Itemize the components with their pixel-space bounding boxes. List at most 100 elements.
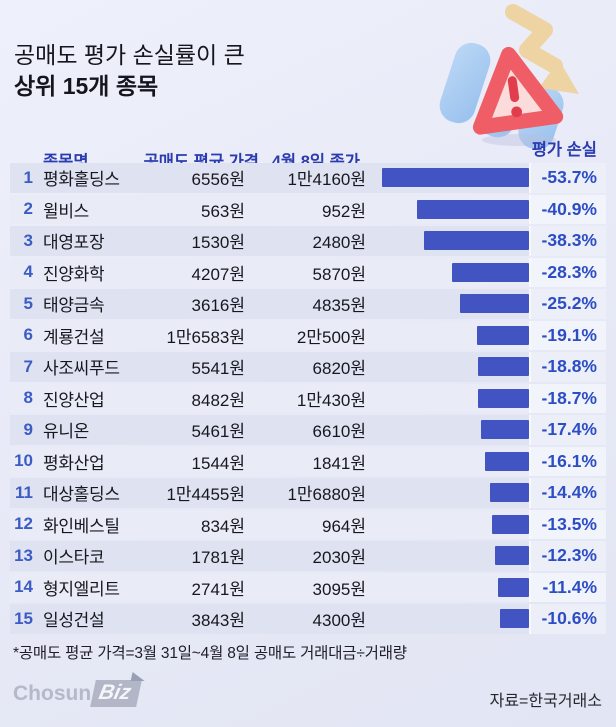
loss-bar — [492, 514, 529, 534]
loss-pct-cell: -13.5% — [529, 509, 606, 539]
avg-price-cell: 1781원 — [191, 548, 245, 568]
stock-name-cell: 평화산업 — [43, 453, 105, 473]
loss-bar — [481, 420, 529, 440]
table-row: 12 화인베스틸 834원 964원 -13.5% — [10, 509, 606, 540]
loss-pct-cell: -19.1% — [529, 320, 606, 350]
title-line-1: 공매도 평가 손실률이 큰 — [14, 42, 245, 68]
loss-bar-cell — [366, 573, 529, 603]
loss-bar-cell — [366, 226, 529, 256]
rank-cell: 5 — [23, 293, 33, 313]
table-body: 1 평화홀딩스 6556원 1만4160원 -53.7% 2 윌비스 563원 … — [10, 163, 606, 634]
avg-price-cell: 5541원 — [191, 359, 245, 379]
stock-name-cell: 유니온 — [43, 422, 90, 442]
rank-cell: 3 — [23, 230, 33, 250]
table-row: 7 사조씨푸드 5541원 6820원 -18.8% — [10, 352, 606, 382]
stock-name-cell: 계룡건설 — [43, 327, 105, 347]
avg-price-cell: 2741원 — [191, 579, 245, 599]
rank-cell: 9 — [23, 419, 33, 439]
loss-pct-cell: -38.3% — [529, 226, 606, 256]
rank-cell: 2 — [23, 199, 33, 219]
loss-bar-cell — [366, 604, 529, 634]
table-row: 8 진양산업 8482원 1만430원 -18.7% — [10, 383, 606, 414]
loss-bar — [451, 262, 529, 282]
loss-bar — [382, 168, 529, 188]
loss-bar — [477, 388, 529, 408]
loss-pct-cell: -14.4% — [529, 478, 606, 508]
loss-bar — [489, 483, 529, 503]
rank-cell: 11 — [15, 482, 33, 502]
rank-cell: 14 — [14, 577, 33, 597]
table-row: 13 이스타코 1781원 2030원 -12.3% — [10, 541, 606, 571]
rank-cell: 15 — [14, 608, 33, 628]
close-price-cell: 6820원 — [312, 359, 366, 379]
logo-badge: Biz — [90, 680, 142, 707]
table-row: 10 평화산업 1544원 1841원 -16.1% — [10, 446, 606, 477]
loss-bar — [424, 231, 529, 251]
loss-bar-cell — [366, 478, 529, 508]
loss-bar — [500, 609, 529, 629]
loss-bar-cell — [366, 415, 529, 445]
loss-bar-cell — [366, 447, 529, 477]
loss-pct-cell: -40.9% — [529, 194, 606, 224]
close-price-cell: 2030원 — [312, 548, 366, 568]
rank-cell: 8 — [23, 388, 33, 408]
avg-price-cell: 1만4455원 — [166, 485, 245, 505]
stock-name-cell: 진양산업 — [43, 390, 105, 410]
warning-triangle-icon — [472, 46, 564, 135]
loss-pct-cell: -18.8% — [529, 352, 606, 382]
loss-bar — [417, 199, 529, 219]
table-row: 11 대상홀딩스 1만4455원 1만6880원 -14.4% — [10, 478, 606, 508]
avg-price-cell: 4207원 — [191, 264, 245, 284]
table-row: 6 계룡건설 1만6583원 2만500원 -19.1% — [10, 320, 606, 351]
stock-name-cell: 화인베스틸 — [43, 516, 120, 536]
table-row: 15 일성건설 3843원 4300원 -10.6% — [10, 604, 606, 634]
header-illustration — [433, 2, 601, 150]
stock-name-cell: 형지엘리트 — [43, 579, 120, 599]
stock-name-cell: 윌비스 — [43, 201, 90, 221]
close-price-cell: 4835원 — [312, 296, 366, 316]
avg-price-cell: 3616원 — [191, 296, 245, 316]
chosunbiz-logo: Chosun Biz — [13, 680, 142, 707]
rank-cell: 7 — [23, 356, 33, 376]
avg-price-cell: 5461원 — [191, 422, 245, 442]
rank-cell: 4 — [23, 262, 33, 282]
footnote: *공매도 평균 가격=3월 31일~4월 8일 공매도 거래대금÷거래량 — [13, 645, 407, 662]
loss-bar-cell — [366, 321, 529, 351]
table-row: 4 진양화학 4207원 5870원 -28.3% — [10, 257, 606, 288]
loss-bar — [484, 451, 529, 471]
avg-price-cell: 3843원 — [191, 611, 245, 631]
loss-bar-cell — [366, 258, 529, 288]
loss-pct-cell: -11.4% — [529, 572, 606, 602]
stock-name-cell: 대상홀딩스 — [43, 485, 120, 505]
rank-cell: 13 — [14, 545, 33, 565]
loss-bar-cell — [366, 163, 529, 193]
loss-bar — [476, 325, 529, 345]
table-row: 5 태양금속 3616원 4835원 -25.2% — [10, 289, 606, 319]
loss-pct-cell: -12.3% — [529, 541, 606, 571]
loss-bar — [460, 294, 529, 314]
loss-bar-cell — [366, 352, 529, 382]
stock-name-cell: 대영포장 — [43, 233, 105, 253]
loss-pct-cell: -17.4% — [529, 415, 606, 445]
loss-bar-cell — [366, 510, 529, 540]
close-price-cell: 4300원 — [312, 611, 366, 631]
avg-price-cell: 8482원 — [191, 390, 245, 410]
close-price-cell: 1만430원 — [296, 390, 366, 410]
avg-price-cell: 834원 — [200, 516, 245, 536]
stock-name-cell: 사조씨푸드 — [43, 359, 120, 379]
stock-name-cell: 평화홀딩스 — [43, 170, 120, 190]
loss-pct-cell: -10.6% — [529, 604, 606, 634]
page-title: 공매도 평가 손실률이 큰 상위 15개 종목 — [14, 40, 245, 102]
table-row: 2 윌비스 563원 952원 -40.9% — [10, 194, 606, 224]
table-header-row: 종목명 공매도 평균 가격 4월 8일 종가 평가 손실률 — [10, 136, 606, 183]
loss-pct-cell: -28.3% — [529, 257, 606, 287]
loss-bar-cell — [366, 289, 529, 319]
loss-table: 종목명 공매도 평균 가격 4월 8일 종가 평가 손실률 1 평화홀딩스 65… — [10, 136, 606, 634]
rank-cell: 1 — [23, 167, 33, 187]
downtrend-arrow-icon — [505, 4, 579, 94]
table-row: 9 유니온 5461원 6610원 -17.4% — [10, 415, 606, 445]
loss-bar-cell — [366, 384, 529, 414]
loss-bar — [495, 546, 529, 566]
close-price-cell: 1841원 — [312, 453, 366, 473]
close-price-cell: 5870원 — [312, 264, 366, 284]
